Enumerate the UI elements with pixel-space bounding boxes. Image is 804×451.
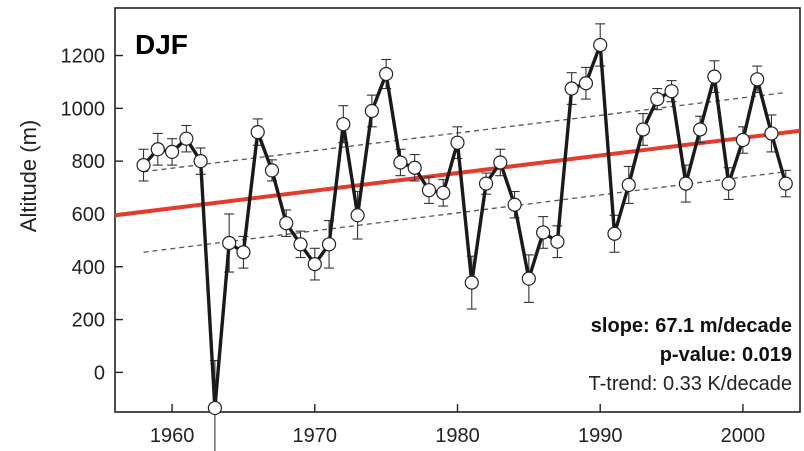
data-point [507, 197, 522, 212]
y-tick-label: 1000 [61, 98, 106, 120]
data-point [635, 122, 651, 137]
data-point [536, 225, 551, 240]
y-tick-label: 400 [72, 257, 105, 279]
y-tick-label: 1200 [61, 46, 106, 68]
y-tick-label: 200 [72, 310, 105, 332]
x-tick-label: 1970 [293, 425, 338, 447]
data-point [678, 176, 693, 191]
data-point [593, 37, 608, 53]
data-point [707, 69, 722, 84]
data-point [150, 142, 165, 157]
data-point [764, 126, 779, 141]
confidence-upper-line [143, 91, 786, 173]
annotations: slope: 67.1 m/decade p-value: 0.019 T-tren… [589, 315, 792, 395]
annotation-text: p-value: 0.019 [660, 344, 792, 366]
data-point [735, 132, 751, 148]
trend-line-group [114, 128, 801, 218]
axes: 0 200 400 600 800 1000 1200 1960 1970 1980 1990 200… [61, 7, 801, 447]
data-point [621, 177, 636, 193]
panel-label: DJF [135, 29, 188, 60]
data-point [350, 208, 365, 223]
data-point [336, 117, 351, 132]
data-point [450, 135, 465, 150]
annotation-text: T-trend: 0.33 K/decade [589, 373, 792, 395]
y-axis-label: Altitude (m) [16, 120, 41, 232]
series [136, 23, 793, 451]
data-point [293, 237, 308, 252]
data-point [493, 155, 508, 170]
y-tick-label: 800 [72, 151, 105, 173]
trend-line [114, 128, 801, 218]
data-point [364, 103, 379, 119]
data-point [207, 400, 222, 416]
data-point [564, 81, 579, 96]
data-point [521, 271, 536, 286]
data-point [179, 131, 194, 146]
data-point [721, 176, 736, 191]
data-point [478, 176, 494, 191]
x-tick-label: 1990 [578, 425, 623, 447]
data-point [464, 275, 479, 290]
annotation-text: slope: 67.1 m/decade [591, 315, 792, 337]
x-tick-label: 2000 [721, 425, 766, 447]
y-tick-label: 0 [94, 362, 105, 384]
data-point [607, 226, 622, 241]
data-point [236, 245, 251, 260]
data-point [279, 216, 294, 231]
data-point [436, 185, 451, 200]
data-point [193, 154, 208, 169]
series-line [142, 43, 788, 410]
data-point [393, 155, 408, 170]
x-tick-label: 1980 [435, 425, 480, 447]
data-point [164, 144, 180, 160]
data-point [778, 176, 793, 191]
data-point [578, 76, 594, 91]
data-point [250, 125, 265, 140]
data-point [407, 160, 422, 175]
data-point [379, 66, 394, 82]
data-point [136, 158, 151, 173]
data-point [664, 84, 679, 99]
data-point [550, 234, 565, 249]
data-point [321, 237, 337, 252]
data-point [264, 163, 280, 178]
data-point [650, 91, 665, 107]
x-tick-label: 1960 [150, 425, 195, 447]
data-point [693, 122, 708, 137]
y-tick-label: 600 [72, 204, 105, 226]
data-point [750, 72, 765, 87]
data-point [421, 183, 437, 198]
data-point [222, 235, 237, 251]
data-point [307, 257, 322, 272]
